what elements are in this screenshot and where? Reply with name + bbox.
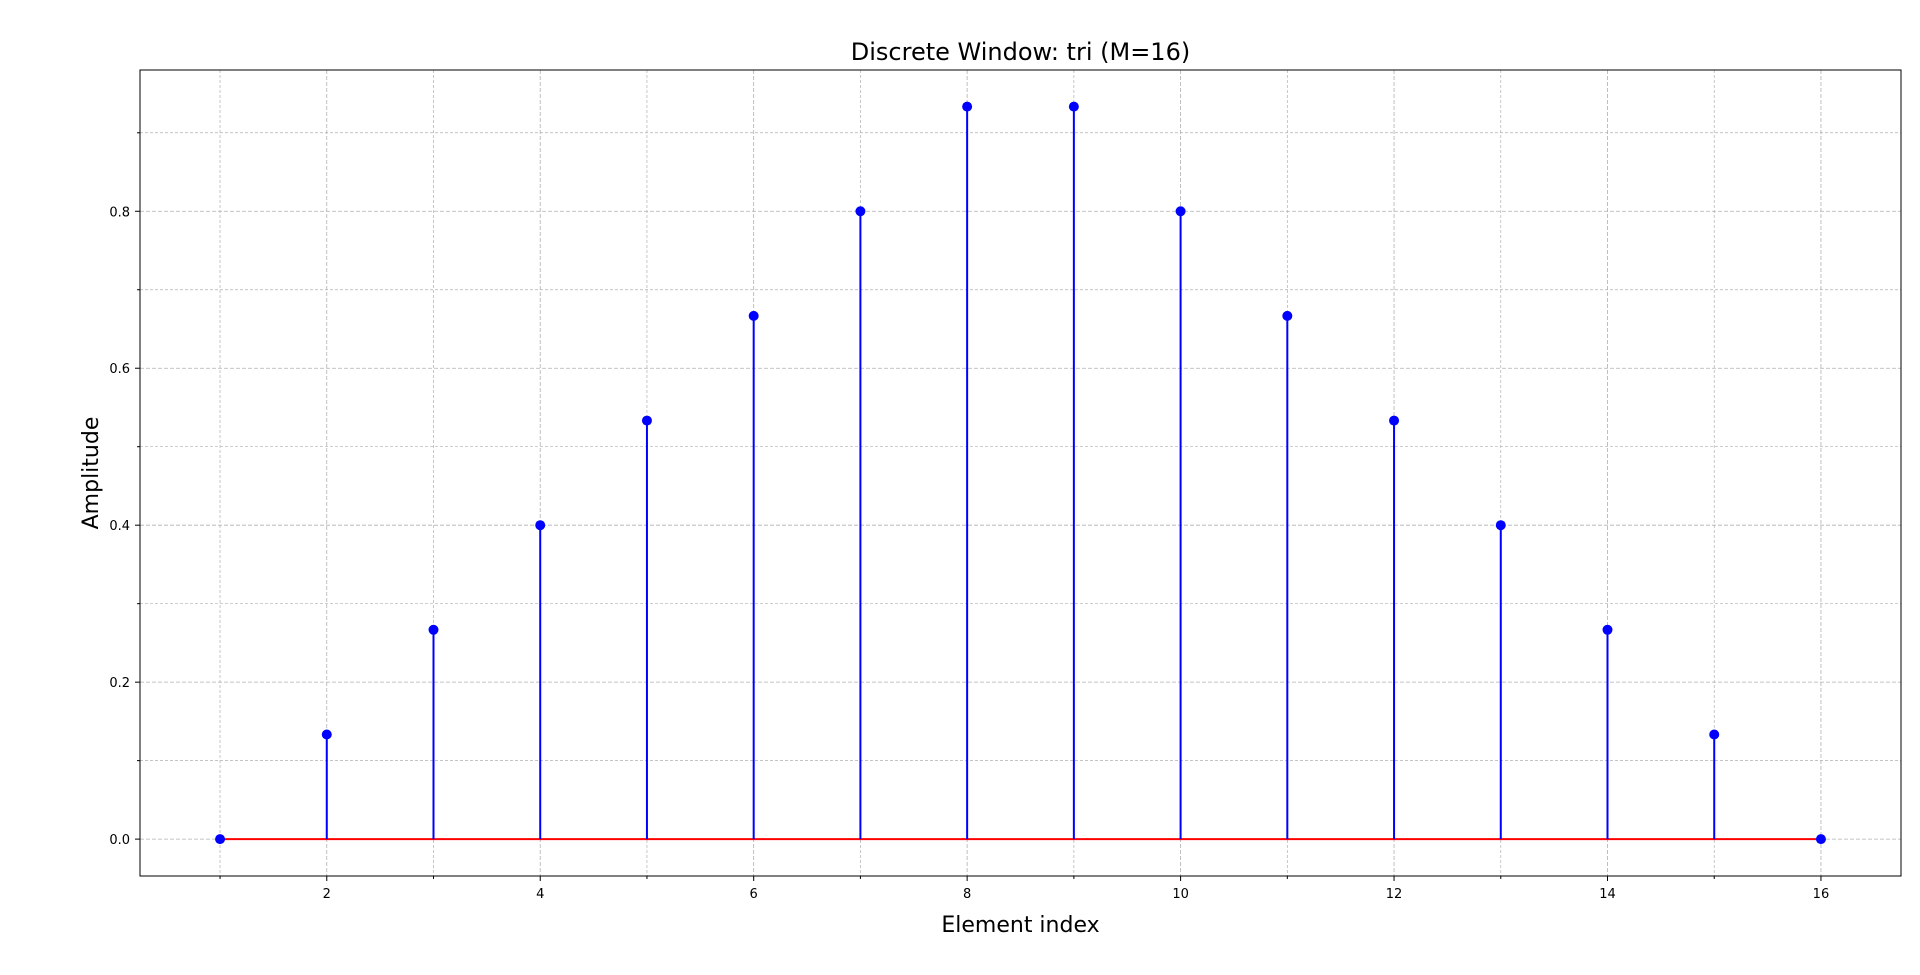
- x-tick-label: 6: [750, 887, 758, 902]
- x-tick-label: 16: [1813, 887, 1830, 902]
- stem-marker: [1602, 624, 1613, 635]
- stem-marker: [1389, 415, 1400, 426]
- stem-marker: [1495, 520, 1506, 531]
- stem-marker: [1175, 206, 1186, 217]
- x-tick-label: 4: [536, 887, 544, 902]
- chart-title: Discrete Window: tri (M=16): [851, 38, 1190, 66]
- y-tick-label: 0.6: [109, 362, 130, 377]
- stem-marker: [1282, 310, 1293, 321]
- stem-marker: [1068, 101, 1079, 112]
- y-tick-label: 0.0: [109, 833, 130, 848]
- x-tick-label: 10: [1172, 887, 1189, 902]
- stem-marker: [428, 624, 439, 635]
- stem-marker: [535, 520, 546, 531]
- x-tick-label: 12: [1386, 887, 1403, 902]
- y-tick-label: 0.8: [109, 205, 130, 220]
- x-axis-label: Element index: [941, 913, 1099, 938]
- stem-marker: [855, 206, 866, 217]
- stem-marker: [1815, 834, 1826, 845]
- stem-marker: [962, 101, 973, 112]
- axis-ticks: 2 4 6 8 10 12 14 16 0.0 0.2 0.4 0.6 0.8: [109, 132, 1830, 902]
- y-tick-label: 0.4: [109, 519, 130, 534]
- stem-marker: [215, 834, 226, 845]
- y-tick-label: 0.2: [109, 676, 130, 691]
- stem-marker: [321, 729, 332, 740]
- stem-marker: [641, 415, 652, 426]
- x-tick-label: 2: [323, 887, 331, 902]
- stem-marker: [748, 310, 759, 321]
- stems: [325, 106, 1716, 840]
- x-tick-label: 14: [1599, 887, 1616, 902]
- markers: [215, 101, 1826, 845]
- y-axis-label: Amplitude: [79, 417, 104, 530]
- stem-marker: [1709, 729, 1720, 740]
- x-tick-label: 8: [963, 887, 971, 902]
- plot-area-frame: [139, 69, 1902, 877]
